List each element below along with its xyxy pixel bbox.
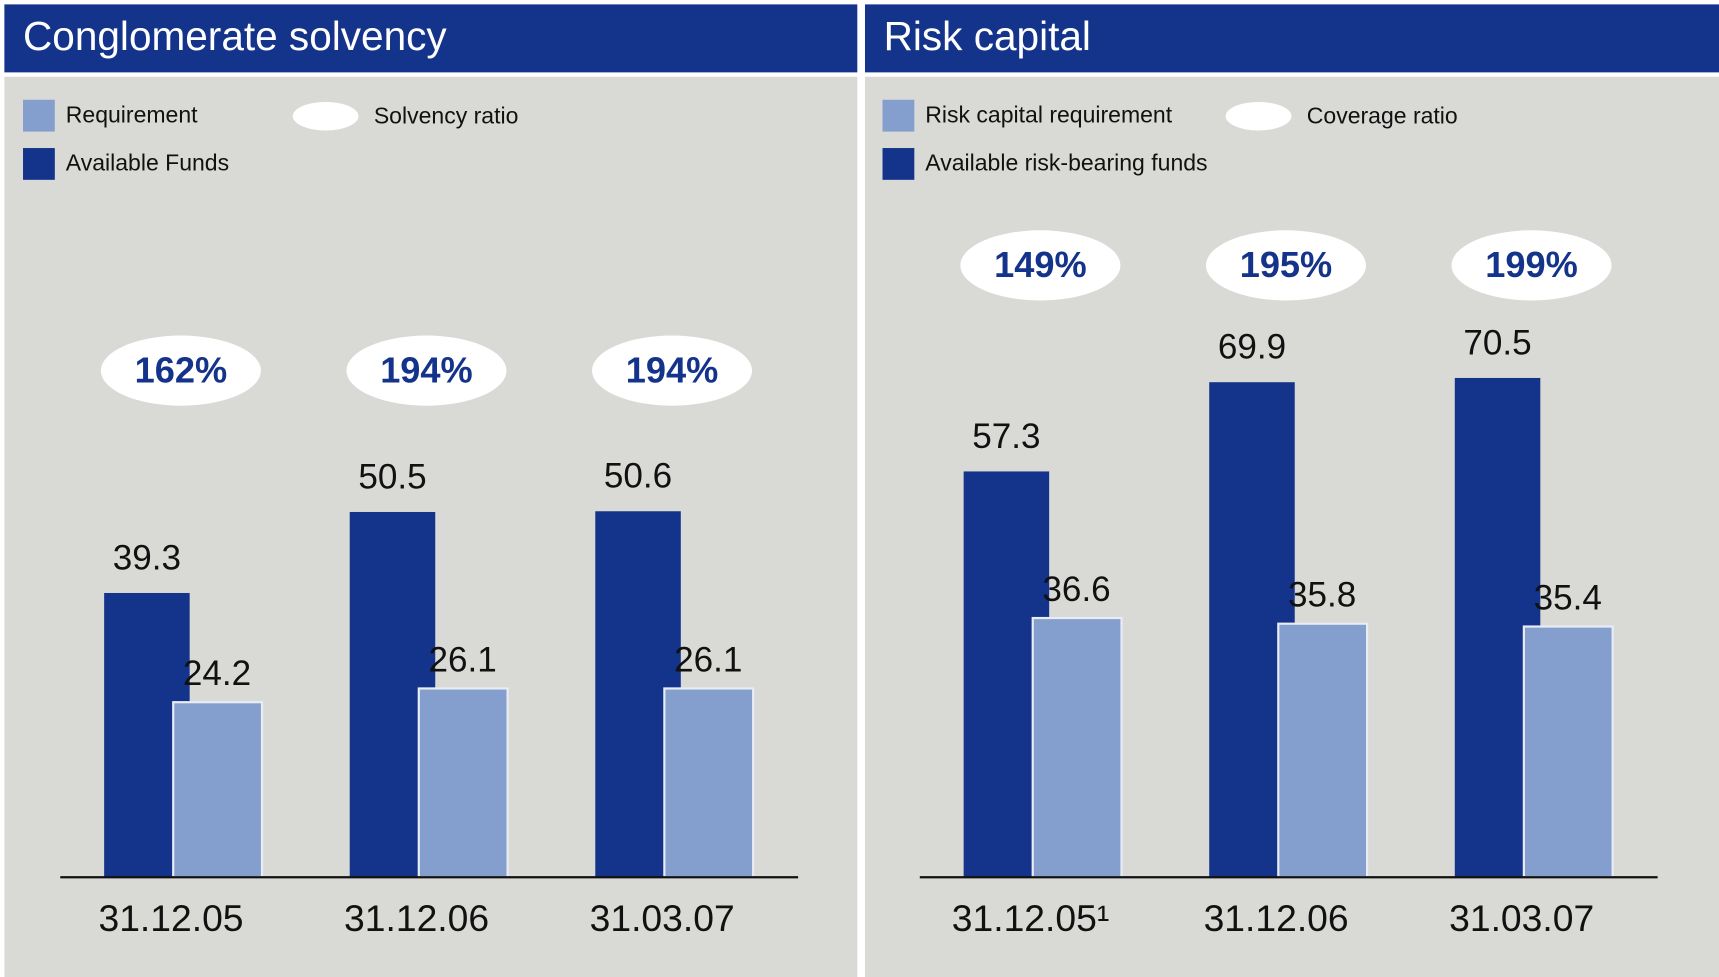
x-tick-label: 31.03.07 [1449, 897, 1594, 939]
panel-header [4, 4, 858, 73]
bar [1031, 616, 1123, 879]
bar-value-label: 26.1 [429, 640, 497, 679]
bar-value-label: 57.3 [972, 417, 1040, 456]
ratio-label: 194% [626, 349, 719, 390]
panel-header [864, 4, 1719, 73]
legend-label: Available risk-bearing funds [925, 150, 1207, 176]
bar [1277, 622, 1369, 879]
bar-value-label: 24.2 [183, 654, 251, 693]
bar-value-label: 50.5 [358, 457, 426, 496]
legend-swatch [882, 148, 915, 180]
bar [417, 687, 509, 879]
legend-label: Solvency ratio [374, 102, 519, 128]
bar-value-label: 69.9 [1218, 328, 1286, 367]
bar-value-label: 70.5 [1463, 323, 1531, 362]
bar-value-label: 35.8 [1288, 576, 1356, 615]
legend-ellipse [292, 101, 359, 131]
bar [172, 701, 264, 879]
ratio-label: 162% [135, 349, 228, 390]
bar-value-label: 39.3 [113, 538, 181, 577]
x-tick-label: 31.03.07 [590, 897, 735, 939]
ratio-label: 199% [1485, 244, 1578, 285]
legend-label: Available Funds [66, 150, 229, 176]
x-tick-label: 31.12.06 [1204, 897, 1349, 939]
legend-label: Coverage ratio [1307, 102, 1458, 128]
ratio-ellipse [346, 335, 507, 406]
legend-swatch [23, 99, 55, 132]
ratio-ellipse [1205, 230, 1366, 301]
x-tick-label: 31.12.05 [98, 897, 243, 939]
ratio-label: 194% [380, 349, 473, 390]
x-tick-label: 31.12.06 [344, 897, 489, 939]
bar-value-label: 50.6 [604, 457, 672, 496]
legend-swatch [23, 148, 55, 180]
legend-label: Requirement [66, 101, 198, 127]
bar [1522, 625, 1614, 879]
legend-label: Risk capital requirement [925, 101, 1172, 127]
ratio-ellipse [960, 230, 1121, 301]
legend-ellipse [1225, 101, 1292, 131]
bar-value-label: 35.4 [1534, 578, 1602, 617]
bar-value-label: 26.1 [674, 640, 742, 679]
ratio-ellipse [100, 335, 261, 406]
x-tick-label: 31.12.05¹ [952, 897, 1109, 939]
panel-title: Conglomerate solvency [23, 13, 447, 59]
ratio-label: 195% [1240, 244, 1333, 285]
panel-title: Risk capital [884, 13, 1091, 59]
ratio-ellipse [1451, 230, 1612, 301]
bar-value-label: 36.6 [1042, 570, 1110, 609]
ratio-ellipse [592, 335, 753, 406]
legend-swatch [882, 99, 915, 132]
ratio-label: 149% [994, 244, 1087, 285]
bar [663, 687, 755, 879]
